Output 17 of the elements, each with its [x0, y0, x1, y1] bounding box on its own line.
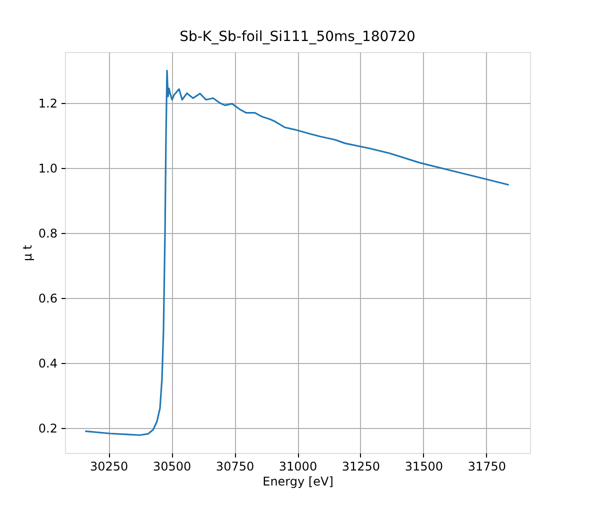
x-tick-label: 30250	[90, 460, 128, 474]
x-tick-label: 30500	[152, 460, 192, 474]
y-tick-label: 0.8	[38, 226, 58, 240]
line-series	[84, 70, 510, 436]
y-tick-label: 0.2	[38, 421, 58, 436]
y-tick-label: 0.6	[38, 291, 58, 306]
x-tick-label: 31250	[342, 460, 380, 474]
x-axis-title: Energy [eV]	[262, 474, 334, 488]
x-tick-label: 30750	[216, 460, 254, 474]
chart-title: Sb-K_Sb-foil_Si111_50ms_180720	[180, 29, 416, 45]
y-tick-label: 0.4	[38, 356, 58, 370]
y-axis-title: μ t	[20, 244, 34, 262]
x-tick-label: 31000	[278, 460, 318, 474]
y-tick-label: 1.0	[38, 162, 58, 176]
x-tick-label: 31500	[404, 460, 444, 474]
y-tick-label: 1.2	[38, 96, 58, 111]
x-tick-label: 31750	[468, 460, 506, 474]
